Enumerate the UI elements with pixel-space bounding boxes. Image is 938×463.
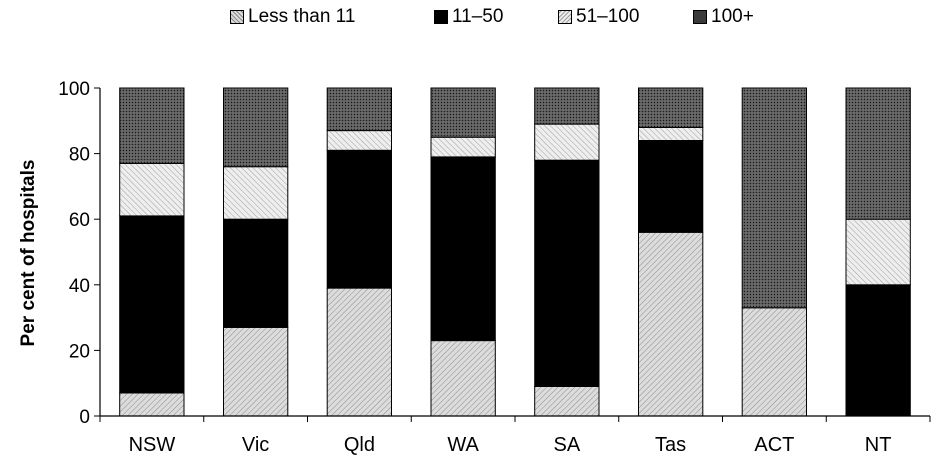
y-tick-label-80: 80 — [69, 145, 90, 166]
bar-sa-11-50 — [534, 159, 600, 387]
x-tick-label-wa: WA — [447, 434, 479, 456]
bar-tas-51-100 — [638, 126, 704, 142]
x-tick-label-vic: Vic — [242, 434, 269, 456]
legend-item-51-100: 51–100 — [558, 6, 639, 28]
bar-tas-less-than-11 — [638, 231, 704, 417]
bar-nsw-11-50 — [119, 215, 185, 394]
y-tick-label-40: 40 — [69, 276, 90, 297]
legend-swatch-100-plus — [693, 10, 707, 24]
bar-sa-less-than-11 — [534, 386, 600, 417]
bar-wa-51-100 — [430, 136, 496, 158]
x-tick-label-act: ACT — [754, 434, 794, 456]
x-tick-label-qld: Qld — [344, 434, 375, 456]
bar-qld-11-50 — [326, 149, 393, 289]
y-tick-label-20: 20 — [69, 341, 90, 362]
legend-item-100-plus: 100+ — [693, 6, 754, 28]
bar-wa-less-than-11 — [430, 340, 496, 417]
axes-group: NSW Vic Qld WA SA Tas ACT NT 0 20 40 60 80 100 — [58, 79, 931, 456]
bar-qld-100plus — [326, 87, 393, 132]
bar-sa-51-100 — [534, 123, 600, 161]
y-tick-label-60: 60 — [69, 210, 90, 231]
legend-swatch-less-than-11 — [230, 10, 244, 24]
bar-tas-11-50 — [638, 140, 704, 233]
y-axis-title: Per cent of hospitals — [18, 160, 39, 347]
bar-vic-100plus — [223, 87, 289, 168]
x-tick-label-nsw: NSW — [129, 434, 176, 456]
x-tick-label-nt: NT — [865, 434, 892, 456]
bar-sa-100plus — [534, 87, 600, 125]
legend-item-11-50: 11–50 — [434, 6, 503, 28]
bar-tas-100plus — [638, 87, 704, 128]
bar-qld-51-100 — [326, 130, 393, 151]
legend-label-51-100: 51–100 — [576, 6, 640, 27]
bar-wa-11-50 — [430, 156, 496, 342]
y-tick-label-0: 0 — [79, 407, 90, 428]
legend-swatch-11-50 — [434, 10, 448, 24]
bar-act-less-than-11 — [741, 307, 808, 417]
bar-act-100plus — [741, 87, 808, 309]
x-tick-label-tas: Tas — [655, 434, 686, 456]
bar-vic-51-100 — [223, 166, 289, 220]
legend-label-100-plus: 100+ — [711, 6, 754, 27]
bar-wa-100plus — [430, 87, 496, 138]
bar-qld-less-than-11 — [326, 287, 393, 417]
bar-nsw-less-than-11 — [119, 392, 185, 417]
y-tick-label-100: 100 — [58, 79, 90, 100]
legend: Less than 11 11–50 51–100 100+ — [0, 6, 938, 34]
bar-nt-100plus — [845, 87, 911, 220]
legend-item-less-than-11: Less than 11 — [230, 6, 355, 28]
legend-label-less-than-11: Less than 11 — [248, 6, 356, 27]
bar-nt-51-100 — [845, 218, 911, 286]
bar-nsw-100plus — [119, 87, 185, 164]
legend-swatch-51-100 — [558, 10, 572, 24]
bar-vic-less-than-11 — [223, 326, 289, 417]
legend-label-11-50: 11–50 — [452, 6, 504, 27]
x-tick-label-sa: SA — [554, 434, 581, 456]
bar-vic-11-50 — [223, 218, 289, 328]
bar-nt-11-50 — [845, 284, 911, 417]
bar-nsw-51-100 — [119, 162, 185, 217]
bars-group — [119, 87, 911, 417]
